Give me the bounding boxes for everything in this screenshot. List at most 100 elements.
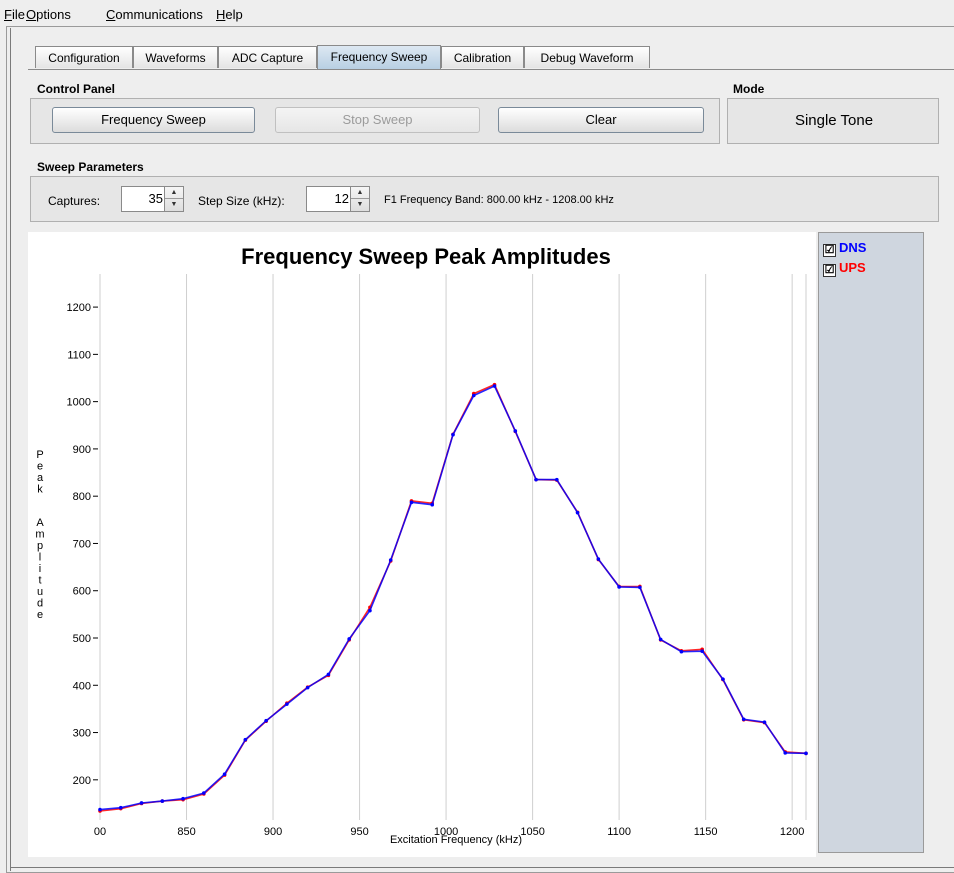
data-point-dns [638, 585, 642, 590]
tab-debug-waveform[interactable]: Debug Waveform [524, 46, 650, 68]
x-tick-label: 1000 [434, 826, 458, 838]
data-point-dns [741, 717, 746, 722]
stop-sweep-button[interactable]: Stop Sweep [275, 107, 480, 133]
x-tick-label: 1200 [780, 826, 804, 838]
data-point-dns [305, 685, 310, 690]
frequency-sweep-button[interactable]: Frequency Sweep [52, 107, 255, 133]
sweep-parameters-title: Sweep Parameters [37, 160, 144, 174]
data-point-dns [534, 477, 538, 482]
data-point-dns [285, 702, 289, 706]
data-point-dns [118, 805, 123, 810]
tab-adc-capture[interactable]: ADC Capture [218, 46, 317, 68]
chart-title: Frequency Sweep Peak Amplitudes [241, 244, 611, 269]
tab-configuration[interactable]: Configuration [35, 46, 133, 68]
y-axis-label-letter: a [37, 472, 44, 484]
data-point-dns [409, 500, 414, 505]
data-point-dns [555, 477, 559, 482]
tab-waveforms[interactable]: Waveforms [133, 46, 218, 68]
y-axis-label-letter: p [37, 540, 43, 552]
data-point-dns [347, 637, 351, 641]
data-point-dns [368, 608, 372, 613]
chart-legend: ☑ DNS ☑ UPS [818, 232, 924, 853]
series-line-dns [99, 384, 807, 811]
x-tick-label: 950 [350, 826, 368, 838]
y-tick-label: 1100 [67, 349, 91, 361]
frequency-sweep-chart: 200 300 400 500 600 700 800 900 1000 1100 1200 00 8… [35, 244, 808, 846]
captures-label: Captures: [48, 194, 101, 208]
tab-strip-line [28, 69, 954, 70]
content-border [10, 28, 954, 871]
x-axis-label: Excitation Frequency (kHz) [390, 834, 522, 846]
captures-value[interactable]: 35 [148, 191, 163, 206]
menu-help[interactable]: Help [216, 7, 243, 22]
checkbox-icon[interactable]: ☑ [823, 244, 836, 257]
y-axis-label-letter: e [37, 461, 43, 473]
data-point-dns [700, 649, 704, 654]
data-point-dns [596, 557, 601, 561]
spinner-down-icon[interactable]: ▼ [170, 201, 178, 208]
y-tick-label: 400 [73, 680, 91, 692]
data-point-dns [243, 737, 248, 742]
data-point-dns [202, 791, 206, 795]
legend-label-dns: DNS [839, 240, 867, 255]
legend-entry-dns[interactable]: ☑ DNS [823, 240, 867, 257]
x-axis-ticks: 00 850 900 950 1000 1050 1100 1150 1200 [94, 826, 805, 838]
legend-entry-ups[interactable]: ☑ UPS [823, 260, 866, 277]
data-point-dns [264, 718, 268, 723]
menu-options[interactable]: Options [26, 7, 71, 22]
data-point-dns [451, 432, 455, 437]
captures-spinner[interactable]: 35 ▲ ▼ [121, 186, 184, 212]
data-point-dns [658, 637, 663, 642]
chart-grid [99, 274, 807, 820]
control-panel-title: Control Panel [37, 82, 116, 96]
mode-box [727, 98, 939, 144]
menu-communications[interactable]: Communications [106, 7, 203, 22]
y-tick-label: 500 [73, 633, 91, 645]
tab-frequency-sweep[interactable]: Frequency Sweep [317, 45, 441, 69]
frequency-band-text: F1 Frequency Band: 800.00 kHz - 1208.00 … [384, 194, 614, 206]
step-size-label: Step Size (kHz): [198, 194, 285, 208]
y-axis-label-letter: d [37, 598, 43, 610]
spinner-up-icon[interactable]: ▲ [165, 187, 183, 199]
x-tick-label: 1150 [694, 826, 718, 838]
y-tick-label: 1000 [67, 397, 91, 409]
y-axis-label-letter: P [36, 449, 43, 461]
x-tick-label: 900 [264, 826, 282, 838]
y-tick-label: 700 [73, 538, 91, 550]
step-size-value[interactable]: 12 [334, 191, 349, 206]
bottom-border [10, 867, 954, 868]
y-axis-label-letter: l [39, 552, 41, 564]
menu-bar: File Options Communications Help [0, 0, 954, 26]
clear-button[interactable]: Clear [498, 107, 704, 133]
x-tick-label: 00 [94, 826, 106, 838]
data-point-dns [471, 393, 476, 398]
y-axis-label-letter: i [39, 563, 41, 575]
data-point-dns [804, 751, 808, 756]
step-size-spinner-arrows[interactable]: ▲ ▼ [350, 187, 369, 211]
y-axis-label-letter: A [36, 517, 44, 529]
data-point-dns [388, 558, 393, 562]
chart-area: 200 300 400 500 600 700 800 900 1000 1100 1200 00 8… [28, 232, 816, 857]
y-tick-label: 800 [73, 491, 91, 503]
spinner-up-icon[interactable]: ▲ [351, 187, 369, 199]
y-axis-label-letter: e [37, 609, 43, 621]
captures-spinner-arrows[interactable]: ▲ ▼ [164, 187, 183, 211]
data-point-dns [430, 502, 435, 507]
data-point-dns [721, 677, 725, 681]
y-tick-label: 300 [73, 728, 91, 740]
data-point-dns [575, 510, 580, 515]
y-axis-label-letter: t [38, 575, 41, 587]
x-tick-label: 1100 [607, 826, 631, 838]
spinner-down-icon[interactable]: ▼ [356, 201, 364, 208]
y-axis-label-letter: k [37, 484, 43, 496]
checkbox-icon[interactable]: ☑ [823, 264, 836, 277]
tab-calibration[interactable]: Calibration [441, 46, 524, 68]
chart-series [98, 382, 808, 813]
mode-value: Single Tone [794, 112, 874, 129]
legend-label-ups: UPS [839, 260, 866, 275]
menu-file[interactable]: File [4, 7, 25, 22]
data-point-dns [139, 801, 144, 805]
data-point-dns [181, 796, 185, 801]
x-tick-label: 1050 [520, 826, 544, 838]
step-size-spinner[interactable]: 12 ▲ ▼ [306, 186, 370, 212]
